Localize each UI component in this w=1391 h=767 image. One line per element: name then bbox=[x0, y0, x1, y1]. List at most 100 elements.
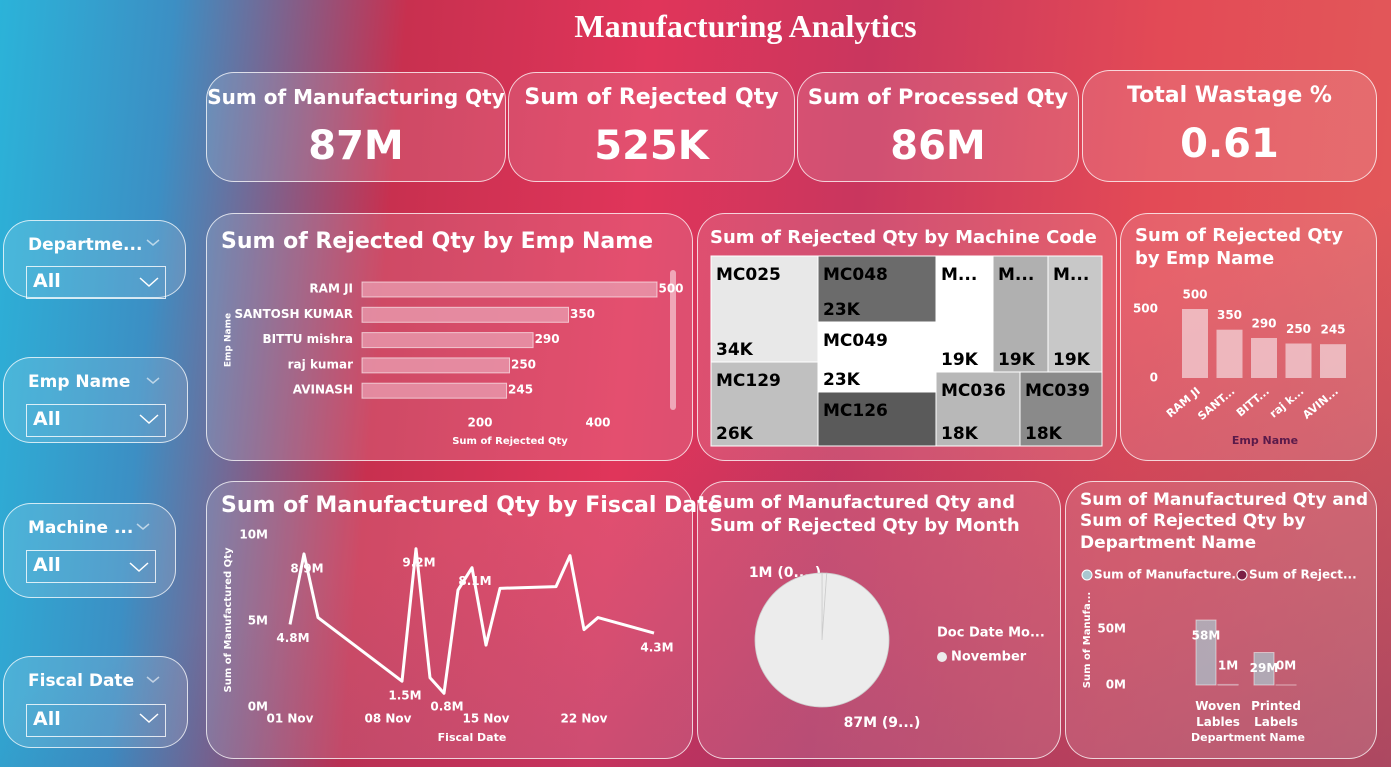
x-tick-label: 08 Nov bbox=[365, 712, 412, 726]
kpi-card: Sum of Rejected Qty 525K bbox=[508, 72, 795, 182]
data-label: 250 bbox=[511, 357, 536, 371]
y-axis-label: Sum of Manufa... bbox=[1082, 592, 1093, 688]
data-label: 0.8M bbox=[430, 700, 463, 714]
data-label: 0M bbox=[1276, 659, 1296, 673]
x-tick-label: 400 bbox=[585, 416, 610, 430]
y-axis-label: Sum of Manufactured Qty bbox=[223, 547, 234, 692]
y-axis-label: Emp Name bbox=[224, 313, 234, 367]
chart-card bbox=[1120, 213, 1377, 461]
chart-title: Sum of Manufactured Qty and Sum of Rejec… bbox=[1080, 490, 1369, 553]
bar bbox=[361, 382, 508, 399]
x-tick-label: 15 Nov bbox=[463, 712, 510, 726]
pie-slice bbox=[754, 572, 890, 708]
tile-label: MC025 bbox=[716, 265, 781, 285]
tile-value: 23K bbox=[823, 370, 861, 390]
kpi-label: Total Wastage % bbox=[1127, 83, 1332, 108]
bar bbox=[1251, 337, 1277, 378]
bar bbox=[361, 281, 658, 298]
slicer: Fiscal Date All bbox=[3, 656, 188, 748]
tile-label: MC048 bbox=[823, 265, 888, 285]
kpi-value: 0.61 bbox=[1180, 121, 1279, 167]
legend-label: Sum of Reject... bbox=[1249, 568, 1357, 582]
dashboard-title: Manufacturing Analytics bbox=[574, 8, 917, 44]
x-tick-label: AVIN... bbox=[1300, 385, 1341, 422]
bar bbox=[1320, 344, 1346, 378]
tile-value: 26K bbox=[716, 424, 754, 444]
x-tick-label: 200 bbox=[467, 416, 492, 430]
data-label: 29M bbox=[1250, 661, 1279, 675]
kpi-value: 86M bbox=[890, 123, 986, 169]
bar bbox=[1285, 343, 1312, 378]
bar bbox=[1253, 652, 1275, 686]
data-label: 245 bbox=[508, 383, 533, 397]
data-label: 250 bbox=[1286, 322, 1311, 336]
slicer-label: Machine ... bbox=[28, 518, 134, 538]
tile-label: MC039 bbox=[1025, 381, 1090, 401]
treemap-tile bbox=[817, 255, 937, 323]
x-tick-label: 22 Nov bbox=[561, 712, 608, 726]
legend-marker bbox=[937, 652, 947, 662]
tile-label: MC129 bbox=[716, 371, 781, 391]
x-axis-label: Department Name bbox=[1191, 731, 1305, 744]
y-tick-label: 0M bbox=[1106, 678, 1126, 692]
category-label: raj kumar bbox=[288, 357, 353, 371]
data-label: 9.2M bbox=[402, 555, 435, 569]
slicer-label: Departme... bbox=[28, 235, 143, 255]
legend-title: Doc Date Mo... bbox=[937, 626, 1045, 641]
kpi-value: 87M bbox=[308, 123, 404, 169]
tile-value: 18K bbox=[1025, 424, 1063, 444]
tile-label: MC126 bbox=[823, 401, 888, 421]
x-tick-label: Printed Labels bbox=[1251, 699, 1301, 729]
bar bbox=[361, 357, 510, 374]
data-label: 350 bbox=[1217, 308, 1242, 322]
bar bbox=[1217, 683, 1239, 686]
treemap-tile bbox=[1047, 255, 1103, 373]
x-axis-label: Emp Name bbox=[1232, 434, 1298, 447]
treemap-tile bbox=[710, 361, 819, 447]
category-label: SANTOSH KUMAR bbox=[234, 307, 353, 321]
x-tick-label: BITT... bbox=[1234, 385, 1272, 420]
data-label: 87M (9...) bbox=[844, 715, 921, 731]
legend-marker bbox=[1081, 569, 1093, 581]
data-label: 290 bbox=[1251, 316, 1276, 330]
legend-label: November bbox=[951, 650, 1027, 665]
legend-marker bbox=[1236, 569, 1248, 581]
treemap-tile bbox=[992, 255, 1049, 373]
slicer-dropdown[interactable]: All bbox=[26, 704, 166, 737]
chart-title: Sum of Manufactured Qty by Fiscal Date bbox=[221, 493, 723, 518]
data-label: 4.8M bbox=[276, 631, 309, 645]
data-label: 1.5M bbox=[388, 689, 421, 703]
legend-label: Sum of Manufacture... bbox=[1094, 568, 1245, 582]
data-label: 245 bbox=[1320, 323, 1345, 337]
x-tick-label: 01 Nov bbox=[267, 712, 314, 726]
chart-title: Sum of Manufactured Qty and Sum of Rejec… bbox=[710, 492, 1020, 536]
x-axis-label: Sum of Rejected Qty bbox=[452, 436, 568, 447]
y-tick-label: 500 bbox=[1133, 302, 1158, 316]
kpi-card: Sum of Processed Qty 86M bbox=[797, 72, 1079, 182]
tile-value: 34K bbox=[716, 340, 754, 360]
kpi-card: Sum of Manufacturing Qty 87M bbox=[206, 72, 506, 182]
treemap-tile bbox=[1019, 371, 1103, 447]
chart-title: Sum of Rejected Qty by Emp Name bbox=[1135, 225, 1343, 269]
dropdown-chevrons bbox=[129, 239, 160, 724]
tile-label: M... bbox=[998, 265, 1034, 285]
data-label: 350 bbox=[570, 307, 595, 321]
x-tick-label: raj k... bbox=[1267, 385, 1306, 421]
treemap-tile bbox=[935, 371, 1021, 447]
y-tick-label: 5M bbox=[248, 614, 268, 628]
tile-label: MC049 bbox=[823, 331, 888, 351]
slicer-dropdown[interactable]: All bbox=[26, 266, 166, 299]
slicer-dropdown[interactable]: All bbox=[26, 404, 166, 437]
slicer-label: Emp Name bbox=[28, 372, 131, 392]
data-label: 4.3M bbox=[640, 641, 673, 655]
slicer: Emp Name All bbox=[3, 357, 188, 443]
slicer: Machine ... All bbox=[3, 503, 176, 598]
y-tick-label: 0 bbox=[1150, 371, 1158, 385]
tile-value: 23K bbox=[823, 300, 861, 320]
slicer-dropdown[interactable]: All bbox=[26, 550, 156, 583]
data-label: 500 bbox=[1182, 288, 1207, 302]
chart-card bbox=[1065, 481, 1377, 759]
category-label: BITTU mishra bbox=[263, 332, 354, 346]
